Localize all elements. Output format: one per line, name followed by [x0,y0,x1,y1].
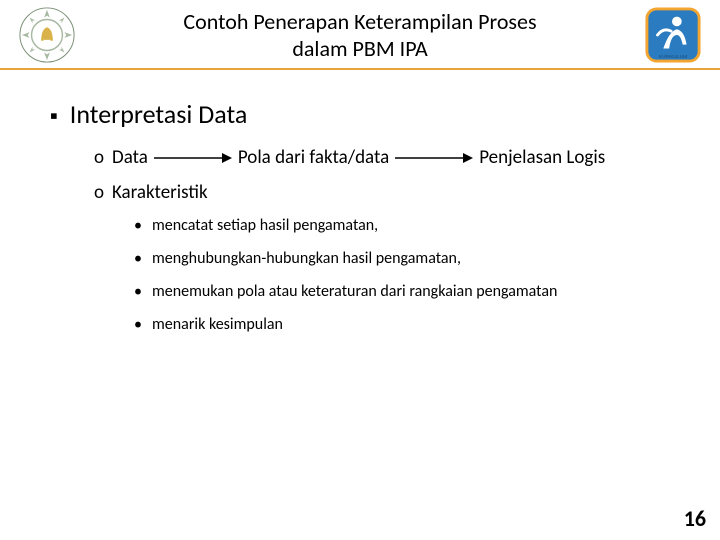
logo-right-text: KURIKULUM [659,54,687,60]
list-item: • menemukan pola atau keteraturan dari r… [134,282,670,301]
dot-bullet-icon: • [134,315,152,334]
characteristics-heading-item: o Karakteristik [94,181,670,204]
page-number: 16 [684,505,706,532]
sub-list: o Data Pola dari fakta/data Penjelasan L… [94,146,670,204]
list-item: • mencatat setiap hasil pengamatan, [134,216,670,235]
title-wrap: Contoh Penerapan Keterampilan Proses dal… [76,8,644,63]
flow-term-3: Penjelasan Logis [479,146,605,169]
characteristics-list: • mencatat setiap hasil pengamatan, • me… [134,216,670,334]
dot-bullet-icon: • [134,216,152,235]
main-heading: Interpretasi Data [70,98,248,130]
square-bullet-icon: ▪ [50,105,58,127]
slide-title-line1: Contoh Penerapan Keterampilan Proses [76,8,644,36]
flow-term-1: Data [112,146,148,169]
dot-bullet-icon: • [134,282,152,301]
logo-left [18,6,76,64]
list-item: • menarik kesimpulan [134,315,670,334]
header: Contoh Penerapan Keterampilan Proses dal… [0,0,720,66]
flow-term-2: Pola dari fakta/data [238,146,389,169]
dot-bullet-icon: • [134,249,152,268]
char-text: menemukan pola atau keteraturan dari ran… [152,282,557,301]
circle-bullet-icon: o [94,181,112,204]
logo-right: KURIKULUM [644,6,702,64]
flow-row-item: o Data Pola dari fakta/data Penjelasan L… [94,146,670,169]
list-item: • menghubungkan-hubungkan hasil pengamat… [134,249,670,268]
main-bullet: ▪ Interpretasi Data [50,98,670,130]
char-text: mencatat setiap hasil pengamatan, [152,216,378,235]
flow-row: Data Pola dari fakta/data Penjelasan Log… [112,146,605,169]
char-text: menghubungkan-hubungkan hasil pengamatan… [152,249,461,268]
content: ▪ Interpretasi Data o Data Pola dari fak… [0,70,720,334]
characteristics-heading: Karakteristik [112,181,208,204]
arrow-icon [154,152,232,164]
slide-title-line2: dalam PBM IPA [76,35,644,63]
arrow-icon [395,152,473,164]
char-text: menarik kesimpulan [152,315,283,334]
circle-bullet-icon: o [94,146,112,169]
